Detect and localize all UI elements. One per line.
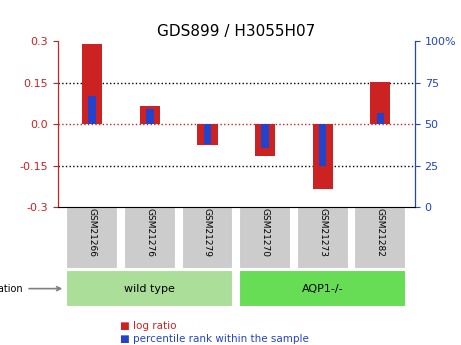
Title: GDS899 / H3055H07: GDS899 / H3055H07 — [157, 24, 315, 39]
Bar — [239, 270, 406, 307]
Bar — [239, 207, 291, 269]
Bar — [261, 125, 269, 148]
Bar — [355, 207, 406, 269]
Text: GSM21276: GSM21276 — [145, 208, 154, 257]
Text: AQP1-/-: AQP1-/- — [302, 284, 343, 294]
Text: GSM21279: GSM21279 — [203, 208, 212, 257]
Bar — [82, 44, 102, 125]
Bar — [255, 125, 275, 156]
Bar — [197, 125, 218, 145]
Bar — [66, 207, 118, 269]
Bar — [89, 96, 96, 125]
Text: genotype/variation: genotype/variation — [0, 284, 60, 294]
Text: GSM21273: GSM21273 — [318, 208, 327, 257]
Bar — [297, 207, 349, 269]
Bar — [146, 109, 154, 125]
Bar — [370, 81, 390, 125]
Bar — [66, 270, 233, 307]
Text: ■ percentile rank within the sample: ■ percentile rank within the sample — [120, 334, 309, 344]
Bar — [204, 125, 211, 144]
Bar — [313, 125, 333, 189]
Text: ■ log ratio: ■ log ratio — [120, 321, 177, 331]
Text: GSM21266: GSM21266 — [88, 208, 97, 257]
Bar — [319, 125, 326, 166]
Text: GSM21282: GSM21282 — [376, 208, 385, 257]
Bar — [124, 207, 176, 269]
Bar — [140, 106, 160, 125]
Text: GSM21270: GSM21270 — [260, 208, 270, 257]
Bar — [182, 207, 233, 269]
Bar — [377, 113, 384, 125]
Text: wild type: wild type — [124, 284, 175, 294]
